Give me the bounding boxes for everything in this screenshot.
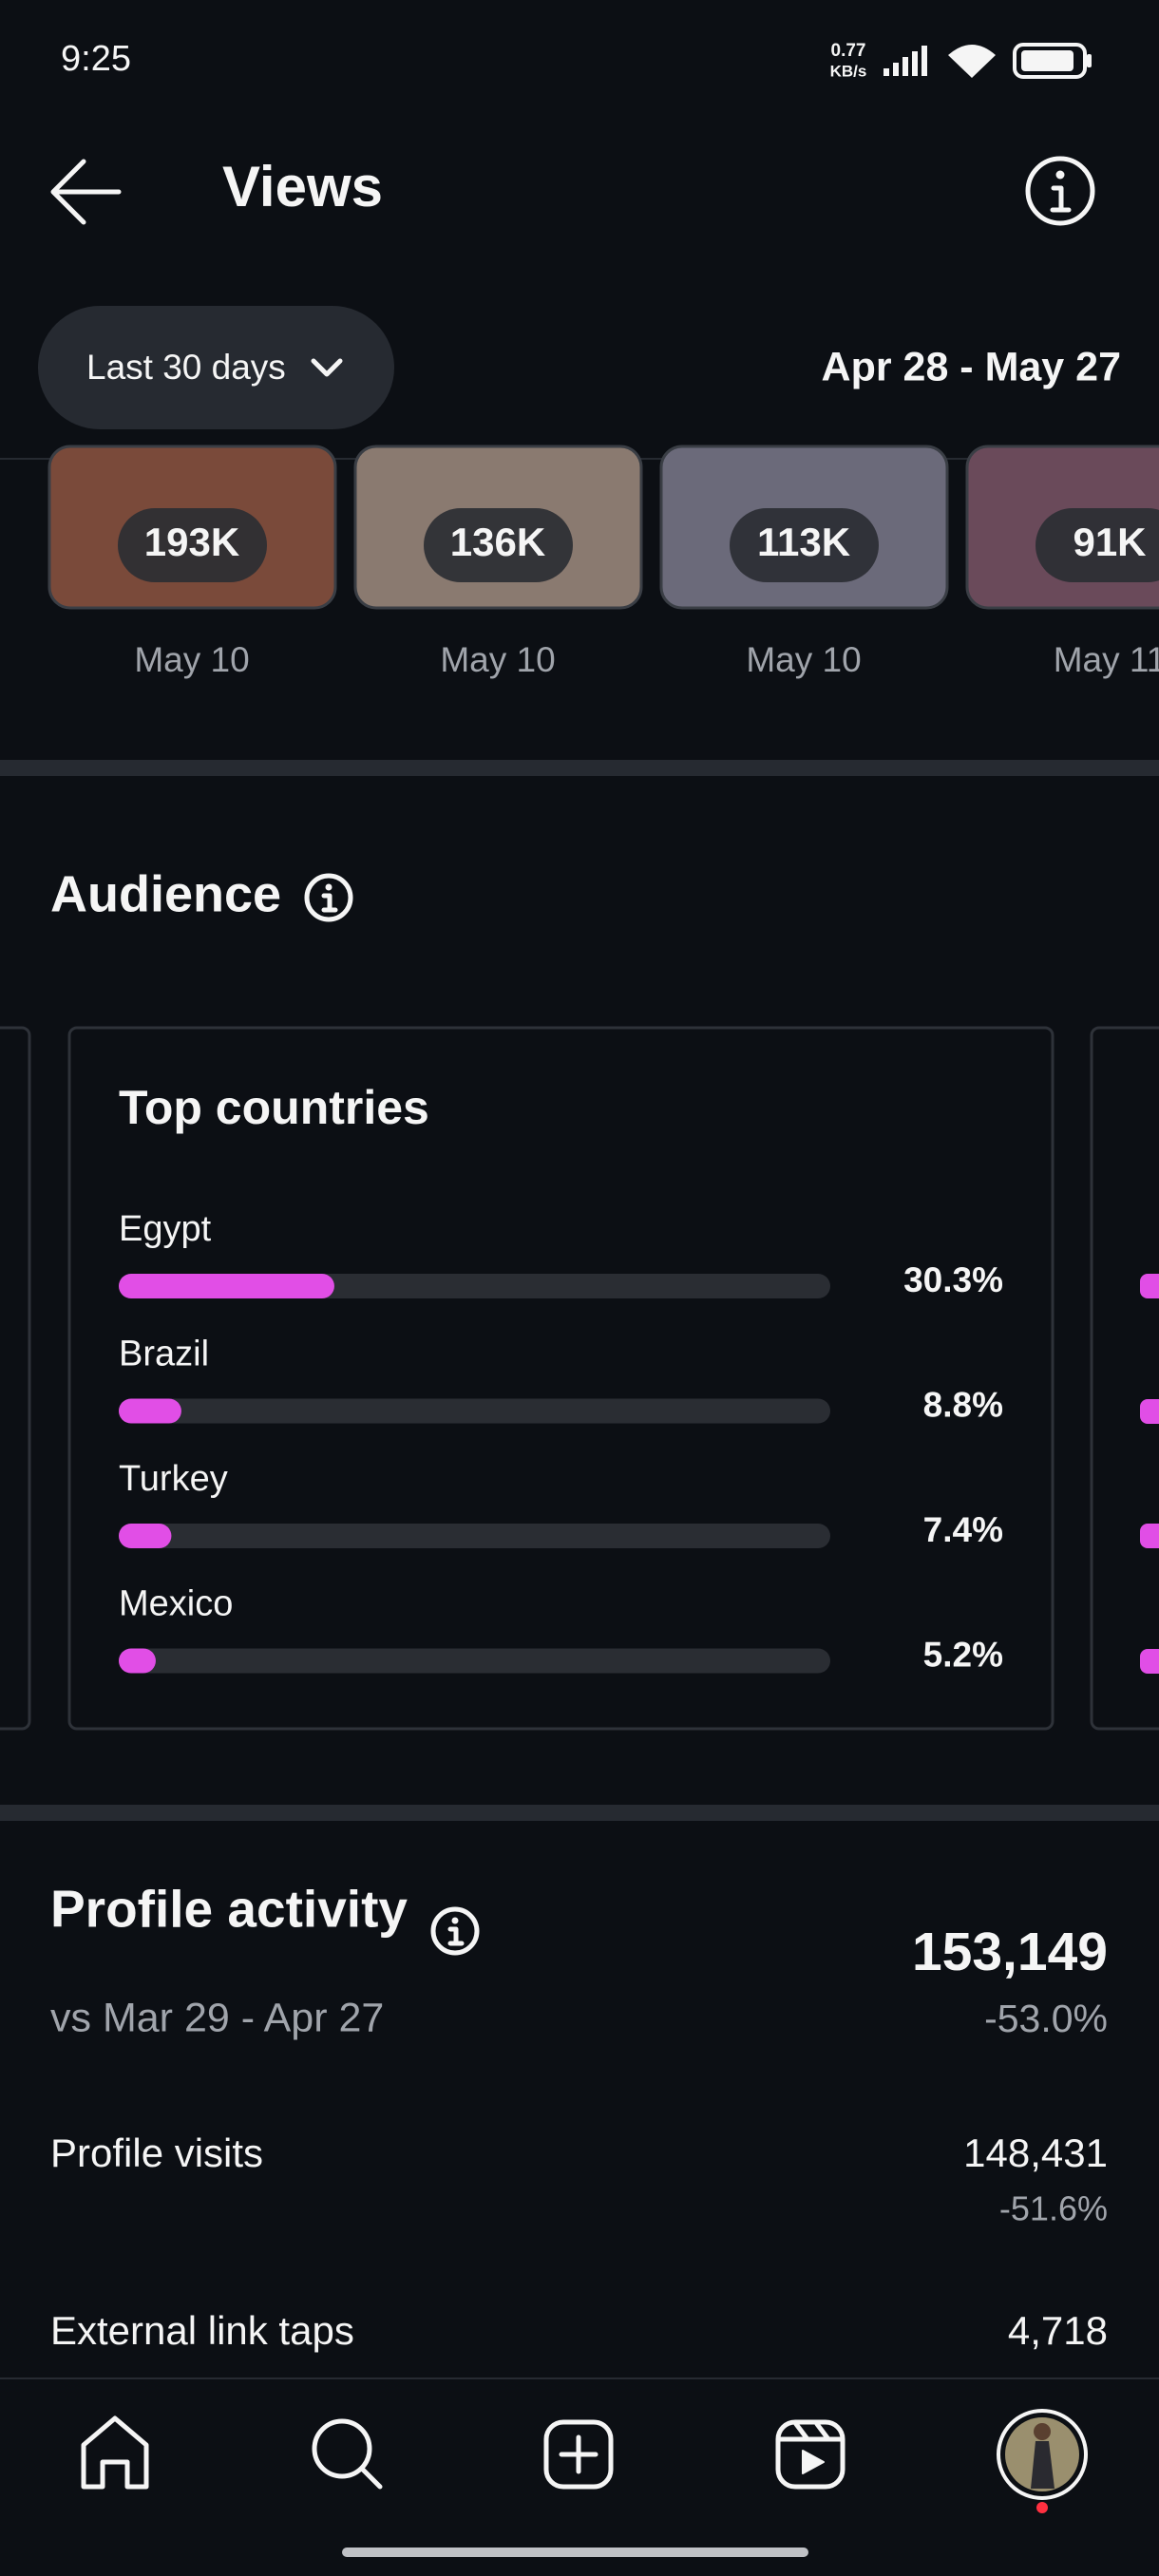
nav-reels[interactable] [775,2419,846,2490]
bar [119,1524,172,1548]
country-percent: 30.3% [903,1260,1003,1299]
status-time: 9:25 [61,39,131,79]
row-label: External link taps [50,2308,354,2353]
period-label: Last 30 days [86,348,286,387]
comparison-period: vs Mar 29 - Apr 27 [50,1995,384,2040]
top-content-strip: 193K May 10 136K May 10 113K May 10 91K May 11 [48,445,1159,679]
country-percent: 7.4% [923,1510,1003,1549]
card-title: Top countries [119,1081,429,1134]
wifi-icon [948,45,996,78]
page-title: Views [222,155,383,218]
date-range: Apr 28 - May 27 [822,344,1121,389]
content-date: May 10 [746,640,861,679]
bar [119,1398,181,1424]
section-title: Profile activity [50,1880,408,1939]
content-date: May 11 [1054,640,1159,679]
dropdown-chevron [311,358,343,377]
country-name: Mexico [119,1584,233,1624]
total-value: 153,149 [912,1922,1108,1982]
battery-level [1021,50,1074,71]
row-change: -51.6% [999,2189,1108,2228]
card-next[interactable] [1090,1026,1159,1731]
row-value: 4,718 [1008,2308,1108,2353]
bar [119,1274,334,1298]
countries-list: Egypt 30.3% Brazil 8.8% Turkey 7.4% Mexico 5.2% [119,1209,1003,1674]
battery-tip [1087,54,1092,67]
row-label: Profile visits [50,2131,263,2175]
section-title: Audience [50,865,281,922]
period-dropdown[interactable] [38,306,394,429]
views-badge [730,508,879,582]
net-speed: 0.77 [831,41,866,61]
next-card-bars [1140,1274,1159,1674]
country-percent: 8.8% [923,1385,1003,1424]
countries-card [67,1026,1054,1731]
signal-icon [884,46,927,76]
net-speed-unit: KB/s [830,62,867,80]
views-badge [1036,508,1159,582]
section-separator [0,760,1159,776]
back-button[interactable] [50,159,122,225]
bar-track [119,1398,830,1424]
info-icon[interactable] [430,1906,480,1956]
country-percent: 5.2% [923,1635,1003,1674]
info-icon[interactable] [304,873,353,922]
section-separator [0,1805,1159,1821]
content-date: May 10 [440,640,555,679]
views-badge [118,508,267,582]
battery-icon [1013,43,1087,79]
bar-track [119,1524,830,1548]
views-count: 113K [757,520,850,564]
bottom-nav [0,2378,1159,2576]
nav-search[interactable] [312,2418,383,2490]
row-value: 148,431 [963,2131,1108,2175]
country-name: Egypt [119,1209,212,1249]
bar-track [119,1648,830,1674]
total-change: -53.0% [984,1997,1108,2040]
card-prev[interactable] [0,1026,31,1731]
views-count: 91K [1073,520,1146,564]
info-button[interactable] [1025,156,1095,226]
content-date: May 10 [134,640,249,679]
nav-profile[interactable] [997,2409,1088,2513]
country-name: Brazil [119,1335,209,1374]
nav-home[interactable] [81,2415,149,2490]
country-name: Turkey [119,1459,228,1499]
views-badge [424,508,573,582]
views-count: 136K [450,520,545,564]
views-count: 193K [144,520,239,564]
bar [119,1648,156,1674]
nav-create[interactable] [543,2419,614,2490]
home-indicator [342,2548,808,2557]
